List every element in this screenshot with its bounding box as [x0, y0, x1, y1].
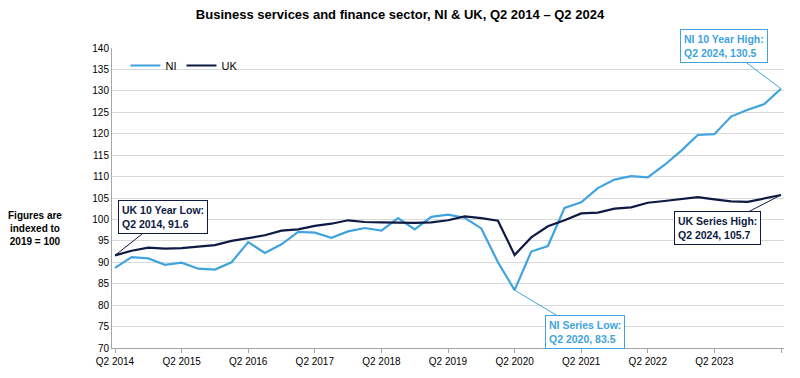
svg-text:75: 75: [98, 321, 110, 332]
svg-text:Q2 2015: Q2 2015: [162, 356, 201, 367]
svg-text:105: 105: [92, 193, 109, 204]
svg-text:140: 140: [92, 43, 109, 54]
svg-text:Q2 2017: Q2 2017: [296, 356, 335, 367]
svg-text:Q2 2023: Q2 2023: [695, 356, 734, 367]
svg-text:UK Series High:Q2 2024, 105.7: UK Series High:Q2 2024, 105.7: [678, 215, 757, 241]
svg-text:115: 115: [93, 150, 109, 161]
svg-text:90: 90: [98, 257, 110, 268]
svg-text:Figures areindexed to2019 = 10: Figures areindexed to2019 = 100: [8, 210, 62, 247]
svg-text:NI 10 Year High:Q2 2024, 130.5: NI 10 Year High:Q2 2024, 130.5: [684, 33, 764, 59]
svg-text:NI: NI: [165, 60, 176, 72]
svg-text:80: 80: [98, 300, 110, 311]
svg-text:120: 120: [92, 128, 109, 139]
svg-text:Q2 2019: Q2 2019: [429, 356, 468, 367]
svg-text:100: 100: [92, 214, 109, 225]
svg-text:135: 135: [92, 64, 109, 75]
svg-text:Q2 2018: Q2 2018: [362, 356, 401, 367]
svg-text:Q2 2022: Q2 2022: [629, 356, 668, 367]
svg-text:Q2 2020: Q2 2020: [495, 356, 534, 367]
svg-text:UK 10 Year Low:Q2 2014, 91.6: UK 10 Year Low:Q2 2014, 91.6: [122, 204, 204, 230]
svg-text:NI Series Low:Q2 2020, 83.5: NI Series Low:Q2 2020, 83.5: [549, 319, 621, 345]
svg-text:85: 85: [98, 278, 110, 289]
svg-text:Q2 2014: Q2 2014: [96, 356, 135, 367]
svg-text:95: 95: [98, 235, 110, 246]
svg-text:125: 125: [92, 107, 109, 118]
svg-text:Q2 2021: Q2 2021: [562, 356, 601, 367]
svg-text:70: 70: [98, 343, 110, 354]
svg-text:110: 110: [93, 171, 109, 182]
svg-text:Business services and finance: Business services and finance sector, NI…: [196, 7, 605, 22]
svg-text:130: 130: [92, 85, 109, 96]
svg-text:UK: UK: [221, 60, 237, 72]
svg-text:Q2 2016: Q2 2016: [229, 356, 268, 367]
